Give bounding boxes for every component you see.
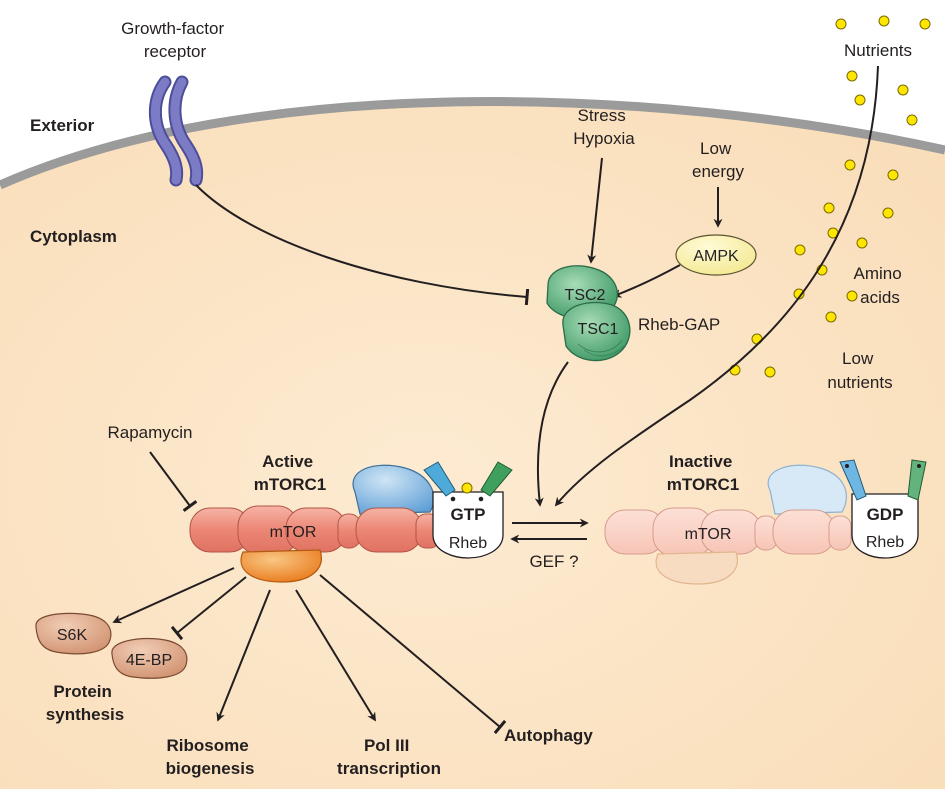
inactive-mtor-label: mTOR bbox=[685, 526, 732, 543]
to-pol3-arrow bbox=[295, 589, 376, 722]
growth-factor-receptor-icon bbox=[148, 75, 204, 187]
inhibits-autophagy-arrow bbox=[319, 574, 507, 735]
rapamycin-label: Rapamycin bbox=[107, 423, 192, 442]
active-rheb-label: Rheb bbox=[449, 535, 487, 552]
autophagy-label: Autophagy bbox=[504, 726, 593, 745]
ampk-node: AMPK bbox=[675, 234, 757, 276]
svg-text:S6K: S6K bbox=[57, 627, 88, 644]
inactive-rheb: GDP Rheb bbox=[839, 459, 927, 559]
nutrient-particles bbox=[729, 15, 931, 378]
active-rheb: GTP Rheb bbox=[423, 461, 513, 559]
active-mtorc1-complex: mTOR bbox=[189, 464, 441, 583]
to-ribosome-arrow bbox=[216, 589, 271, 722]
svg-text:4E-BP: 4E-BP bbox=[126, 652, 172, 669]
ampk-to-tsc-arrow bbox=[612, 264, 681, 298]
active-mtor-label: mTOR bbox=[270, 524, 317, 541]
ribosome-biogenesis-label: Ribosome biogenesis bbox=[166, 736, 255, 778]
cytoplasm-label: Cytoplasm bbox=[30, 227, 117, 246]
inactive-rheb-label: Rheb bbox=[866, 534, 904, 551]
nutrients-to-equilibrium-arrow bbox=[554, 65, 879, 507]
svg-text:AMPK: AMPK bbox=[693, 248, 739, 265]
tsc-complex: TSC2 TSC1 bbox=[546, 265, 631, 362]
low-energy-label: Low energy bbox=[692, 139, 744, 181]
stress-hypoxia-label: Stress Hypoxia bbox=[573, 106, 635, 148]
low-nutrients-label: Low nutrients bbox=[827, 349, 892, 392]
tsc1-label: TSC1 bbox=[578, 321, 619, 338]
stress-to-tsc-arrow bbox=[587, 157, 603, 264]
rapamycin-inhibits-mtor-arrow bbox=[149, 451, 198, 512]
active-nucleotide-label: GTP bbox=[451, 505, 486, 524]
gef-label: GEF ? bbox=[529, 552, 578, 571]
nutrients-label: Nutrients bbox=[844, 41, 912, 60]
pol3-transcription-label: Pol III transcription bbox=[337, 736, 441, 778]
receptor-label: Growth-factor receptor bbox=[121, 19, 229, 61]
to-s6k-arrow bbox=[112, 567, 235, 624]
receptor-inhibits-tsc-arrow bbox=[195, 184, 530, 306]
rheb-gap-label: Rheb-GAP bbox=[638, 315, 720, 334]
active-mtorc1-label: Active mTORC1 bbox=[254, 452, 326, 494]
cell-membrane bbox=[0, 97, 945, 190]
amino-acids-label: Amino acids bbox=[854, 264, 907, 307]
s6k-node: S6K bbox=[35, 612, 112, 655]
4ebp-node: 4E-BP bbox=[111, 637, 188, 679]
protein-synthesis-label: Protein synthesis bbox=[46, 682, 124, 724]
exterior-label: Exterior bbox=[30, 116, 95, 135]
inactive-mtorc1-label: Inactive mTORC1 bbox=[667, 452, 739, 494]
inactive-nucleotide-label: GDP bbox=[867, 505, 904, 524]
tsc-to-equilibrium-arrow bbox=[534, 361, 569, 507]
cytoplasm-region bbox=[0, 101, 945, 789]
inactive-mtorc1-complex: mTOR bbox=[604, 464, 852, 585]
inhibits-4ebp-arrow bbox=[170, 576, 247, 641]
tsc2-label: TSC2 bbox=[565, 287, 606, 304]
